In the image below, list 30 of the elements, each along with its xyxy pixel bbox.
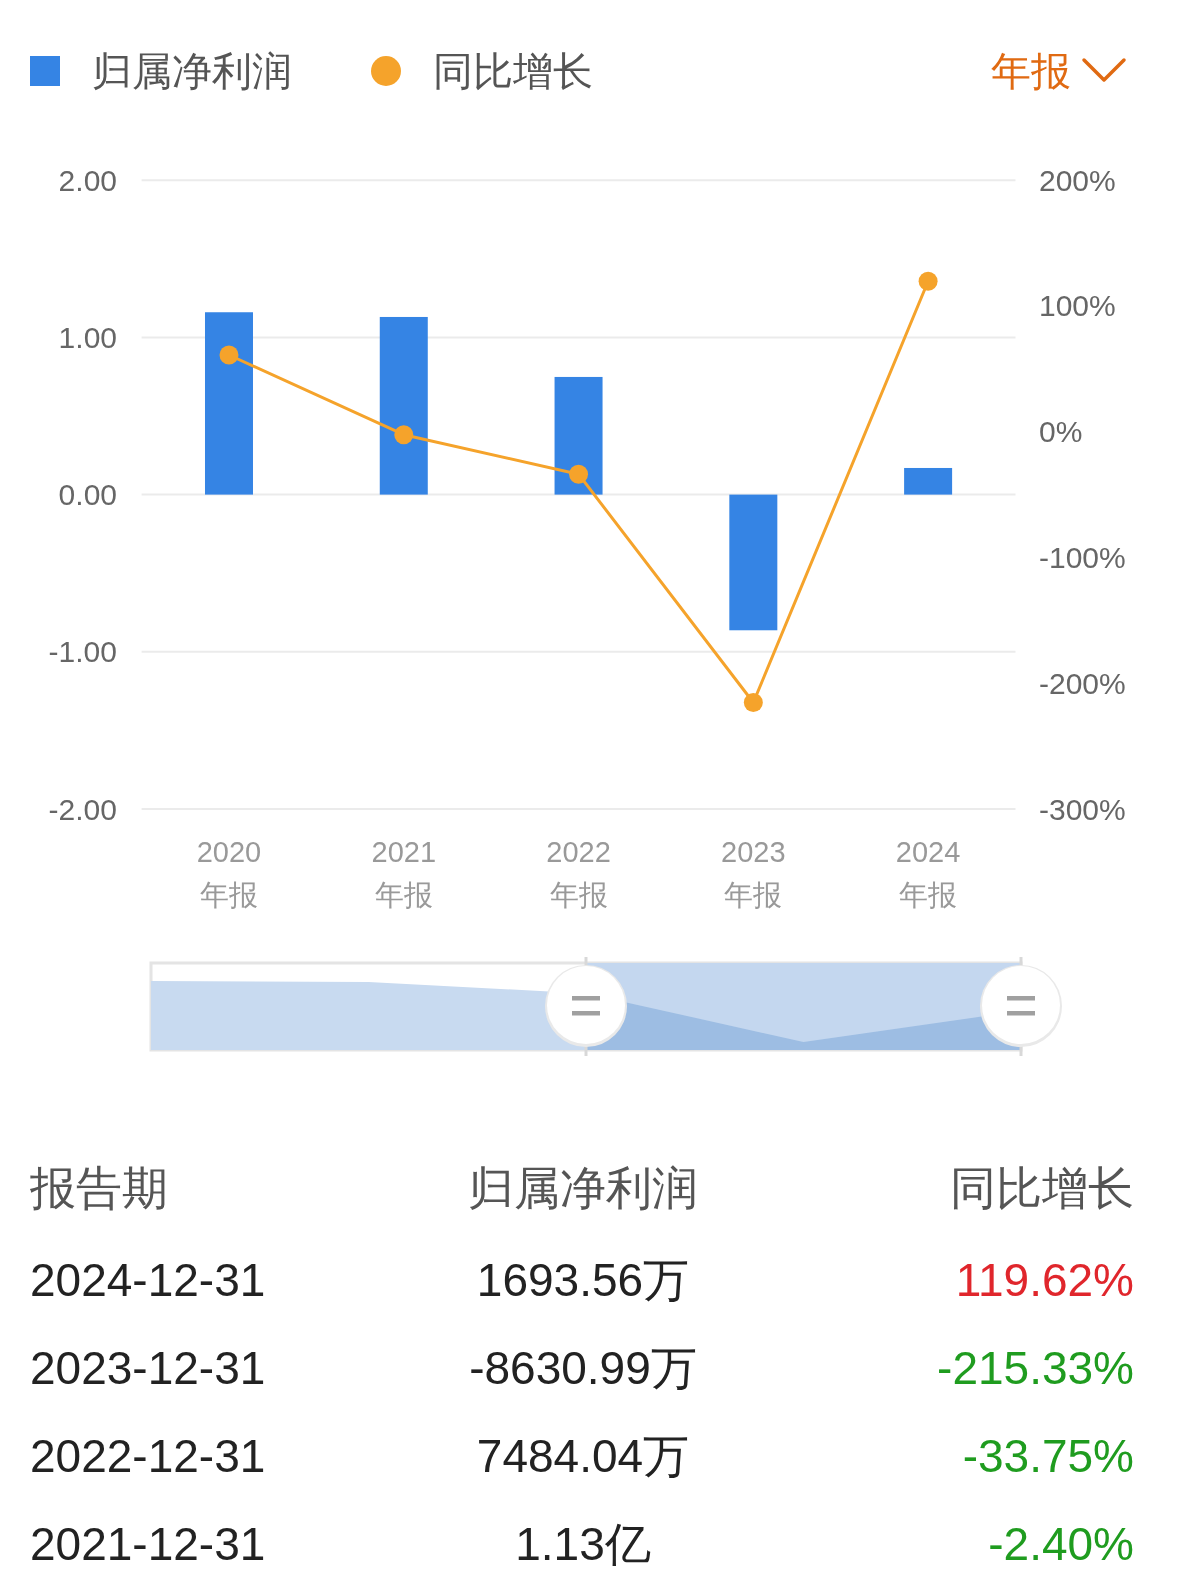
bar: [379, 316, 428, 495]
y-tick-label: -2.00: [48, 792, 117, 826]
y-tick-label: 2.00: [58, 163, 117, 197]
bar: [904, 467, 953, 495]
y2-tick-label: 200%: [1039, 163, 1116, 197]
bar: [554, 376, 603, 495]
y2-tick-label: 100%: [1039, 289, 1116, 323]
y2-tick-label: -200%: [1039, 666, 1126, 700]
x-tick-label: 2023 年报: [721, 836, 786, 911]
legend-label: 同比增长: [433, 49, 593, 93]
point: [569, 464, 589, 484]
bar: [729, 494, 778, 631]
y-tick-label: -1.00: [48, 635, 117, 669]
text: 年报: [991, 49, 1071, 93]
y-tick-label: 0.00: [58, 478, 117, 512]
y2-tick-label: -100%: [1039, 540, 1126, 574]
y2-tick-label: -300%: [1039, 792, 1126, 826]
legend-label: 归属净利润: [92, 49, 292, 93]
bar: [204, 312, 253, 495]
x-tick-label: 2024 年报: [895, 836, 961, 911]
point: [219, 345, 239, 365]
x-tick-label: 2022 年报: [546, 836, 611, 911]
x-tick-label: 2020 年报: [196, 836, 262, 911]
x-tick-label: 2021 年报: [371, 836, 437, 911]
point: [918, 271, 938, 291]
y-tick-label: 1.00: [58, 320, 117, 354]
point: [394, 425, 414, 445]
point: [743, 693, 763, 713]
table: 报告期 归属净利润 同比增长 2024-12-31 1693.56万 119.62% 2023-12-31 -8630.99万 -215.33% 2022-12-31 7484.04万 -33.75% 2021-12-31 1.13亿 -2.40%: [30, 1162, 1134, 1570]
y2-tick-label: 0%: [1039, 415, 1083, 449]
